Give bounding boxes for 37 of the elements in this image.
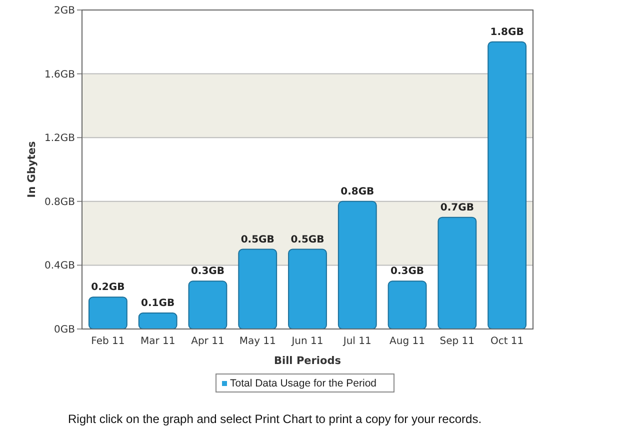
x-tick-label: Feb 11 (91, 336, 125, 347)
x-tick-label: Oct 11 (490, 336, 524, 347)
bar (388, 280, 427, 330)
text: Right click on the graph and select Print Chart to print a copy for your records. (68, 412, 482, 426)
y-tick-label: 1.6GB (44, 69, 76, 80)
data-label: 0.1GB (141, 298, 175, 310)
y-tick-label: 2GB (54, 6, 76, 16)
y-tick-label: 0.4GB (44, 260, 76, 272)
y-axis-title: In Gbytes (26, 141, 38, 198)
data-label: 0.2GB (91, 282, 125, 294)
data-label: 0.7GB (440, 202, 474, 214)
x-axis-title: Bill Periods (274, 355, 342, 367)
x-tick-label: Apr 11 (191, 336, 224, 347)
x-tick-label: May 11 (239, 336, 276, 347)
y-tick-label: 1.2GB (44, 133, 76, 144)
data-label: 0.5GB (240, 234, 274, 246)
x-tick-label: Jun 11 (290, 336, 324, 347)
x-tick-label: Aug 11 (390, 336, 425, 347)
x-tick-label: Jul 11 (342, 336, 372, 347)
bar (488, 41, 527, 330)
data-label: 0.5GB (290, 234, 324, 246)
bar (188, 280, 228, 330)
data-label: 1.8GB (490, 26, 524, 38)
bar (88, 296, 128, 330)
bar (438, 216, 477, 330)
data-label: 0.8GB (340, 186, 374, 198)
y-tick-label: 0.8GB (44, 196, 76, 208)
data-label: 0.3GB (390, 266, 424, 278)
bar (288, 248, 327, 330)
bar (338, 200, 377, 330)
y-tick-label: 0GB (54, 324, 76, 336)
x-tick-label: Sep 11 (440, 336, 475, 347)
x-tick-label: Mar 11 (140, 336, 176, 347)
bar (138, 312, 178, 330)
data-label: 0.3GB (190, 266, 224, 278)
bar (238, 248, 278, 330)
legend-label: Total Data Usage for the Period (230, 378, 377, 390)
